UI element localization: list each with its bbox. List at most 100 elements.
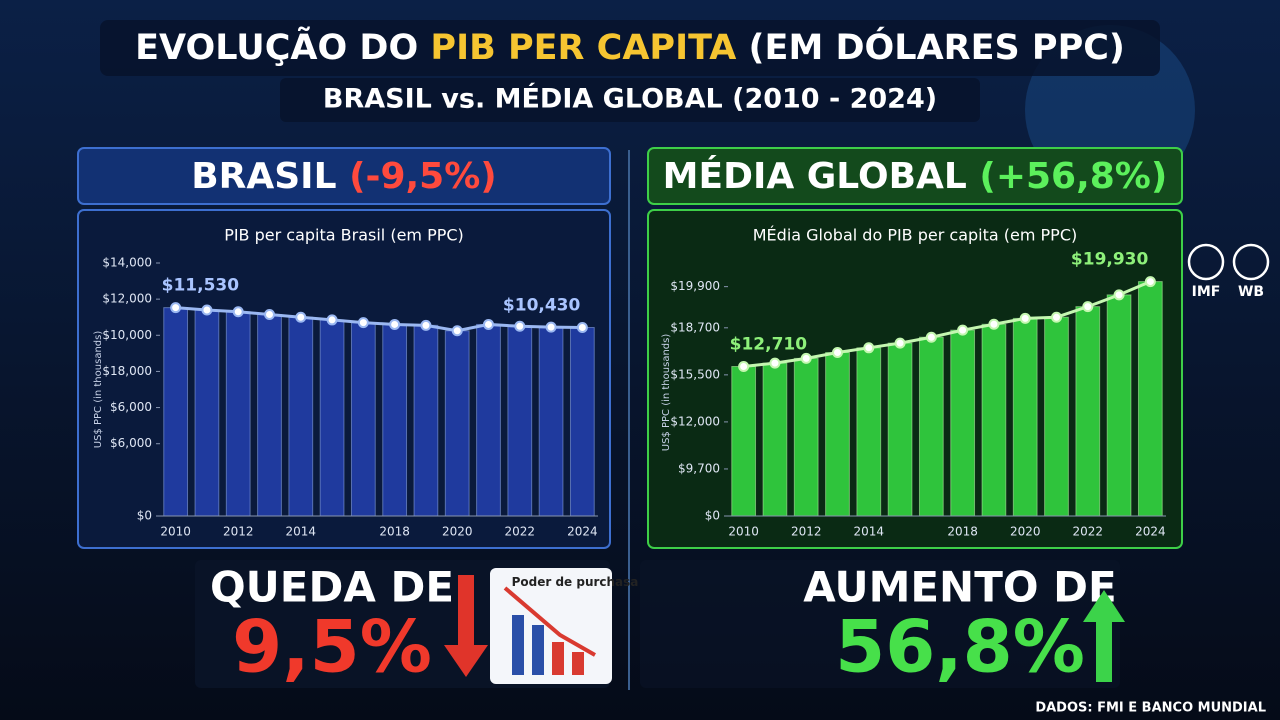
brazil-header-text: BRASIL (-9,5%) (191, 156, 497, 197)
x-tick-label: 2010 (728, 525, 759, 539)
y-tick-label: $12,000 (670, 414, 720, 428)
bar (319, 319, 345, 517)
bar (1137, 281, 1163, 517)
global-change: (+56,8%) (979, 156, 1167, 197)
point (894, 337, 906, 349)
bar (918, 336, 944, 517)
title-start: EVOLUÇÃO DO (135, 26, 418, 68)
y-tick-label: $6,000 (110, 436, 152, 450)
value-label: $11,530 (162, 276, 240, 296)
value-label: $10,430 (503, 296, 581, 316)
point (201, 304, 213, 316)
point (832, 347, 843, 359)
brazil-header (77, 147, 611, 205)
brazil-summary-label: QUEDA DE (210, 563, 454, 612)
y-tick-label: $18,000 (102, 364, 152, 378)
subtitle: BRASIL vs. MÉDIA GLOBAL (2010 - 2024) (323, 83, 937, 115)
point (420, 319, 432, 331)
bar (825, 352, 850, 517)
x-tick-label: 2014 (286, 525, 317, 539)
point (988, 318, 1000, 330)
bar (476, 323, 501, 517)
subtitle-box (280, 78, 980, 122)
bar (257, 314, 282, 517)
x-tick-label: 2020 (1010, 525, 1041, 539)
bar (538, 326, 564, 517)
bar (887, 342, 913, 517)
x-tick-label: 2024 (1135, 525, 1166, 539)
bar (1106, 294, 1132, 517)
imf-label: IMF (1192, 284, 1221, 300)
y-axis-label: US$ PPC (in thousands) (93, 331, 104, 449)
imf-icon (1187, 243, 1225, 281)
bar (350, 322, 376, 517)
bar (569, 327, 595, 517)
bar (288, 316, 314, 517)
point (1144, 276, 1156, 288)
y-tick-label: $14,000 (102, 256, 152, 270)
point (1113, 289, 1125, 301)
point (545, 321, 557, 333)
title-end: (EM DÓLARES PPC) (749, 26, 1125, 68)
wb-icon (1232, 243, 1270, 281)
point (769, 357, 781, 369)
x-tick-label: 2018 (379, 525, 410, 539)
point (232, 306, 244, 318)
point (170, 302, 182, 314)
x-tick-label: 2022 (505, 525, 536, 539)
title: EVOLUÇÃO DO PIB PER CAPITA (EM DÓLARES P… (135, 26, 1125, 68)
y-tick-label: $19,900 (670, 279, 720, 293)
chart-icon-caption: Poder de purchasa (512, 575, 639, 589)
bar (1075, 306, 1101, 517)
x-tick-label: 2024 (567, 525, 598, 539)
point (1019, 312, 1031, 324)
bar (950, 329, 976, 517)
bar (225, 311, 251, 517)
point (1051, 311, 1062, 323)
bar (1044, 316, 1069, 517)
bar (413, 324, 439, 517)
point (863, 342, 875, 354)
value-label: $19,930 (1071, 250, 1149, 270)
brazil-name: BRASIL (191, 156, 336, 197)
title-highlight: PIB PER CAPITA (430, 28, 736, 68)
global-summary-box (640, 560, 1120, 688)
point (738, 361, 750, 373)
down-arrow (444, 575, 488, 677)
brazil-change: (-9,5%) (349, 156, 497, 197)
global-name: MÉDIA GLOBAL (663, 155, 967, 197)
x-tick-label: 2020 (442, 525, 473, 539)
up-arrow (1083, 590, 1125, 682)
y-tick-label: $0 (705, 509, 720, 523)
bar (793, 357, 819, 517)
x-tick-label: 2014 (854, 525, 885, 539)
x-tick-label: 2012 (223, 525, 254, 539)
point (1082, 301, 1094, 313)
global-summary-label: AUMENTO DE (803, 563, 1116, 612)
point (451, 325, 463, 337)
x-tick-label: 2012 (791, 525, 822, 539)
point (800, 352, 812, 364)
y-tick-label: $12,000 (102, 292, 152, 306)
chart-icon-bars (503, 586, 596, 675)
x-tick-label: 2022 (1073, 525, 1104, 539)
x-tick-label: 2010 (160, 525, 191, 539)
bar (1012, 317, 1038, 517)
title-box (100, 20, 1160, 76)
point (576, 322, 588, 334)
y-tick-label: $9,700 (678, 461, 720, 475)
y-tick-label: $18,700 (670, 320, 720, 334)
point (357, 317, 369, 329)
source: DADOS: FMI E BANCO MUNDIAL (1035, 701, 1266, 716)
value-label: $12,710 (730, 335, 808, 355)
point (264, 309, 275, 321)
bar (163, 307, 189, 517)
bar (444, 330, 470, 517)
bar (762, 362, 788, 517)
brazil-summary-value: 9,5% (232, 605, 432, 689)
chart-title: MÉdia Global do PIB per capita (em PPC) (753, 226, 1078, 245)
bar (194, 309, 220, 517)
wb-label: WB (1238, 284, 1264, 300)
point (957, 324, 969, 336)
